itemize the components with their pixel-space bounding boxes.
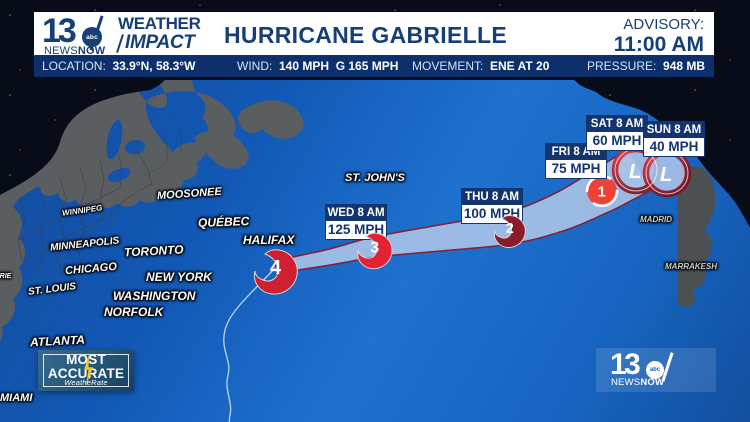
- svg-text:3: 3: [370, 240, 379, 257]
- svg-text:4: 4: [270, 257, 282, 279]
- svg-text:2: 2: [506, 221, 514, 237]
